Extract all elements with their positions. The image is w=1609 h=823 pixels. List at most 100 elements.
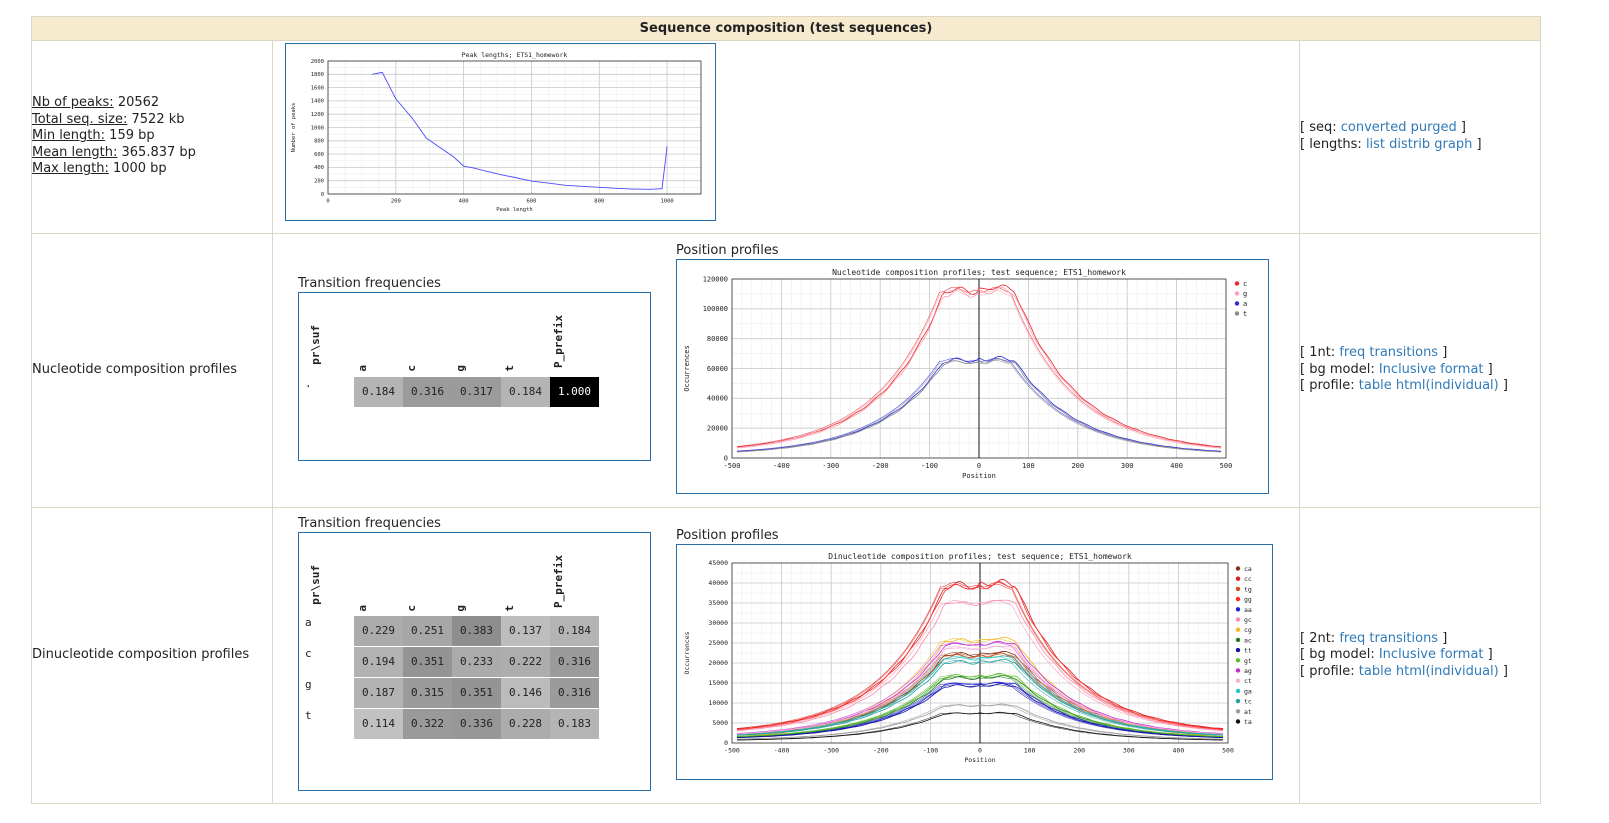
nt2-suffix: ] (1442, 630, 1448, 646)
transition-cell: 0.336 (452, 708, 501, 739)
x-axis-label: Position (964, 756, 995, 764)
series-gg-line (736, 580, 1224, 730)
table-link[interactable]: table (1358, 378, 1392, 394)
x-tick-label: 300 (1123, 746, 1135, 754)
y-axis-label: Occurrences (683, 345, 691, 391)
x-tick-label: 200 (1073, 746, 1085, 754)
x-tick-label: 500 (1222, 746, 1234, 754)
col-header-P_prefix: P_prefix (552, 314, 565, 368)
row-header-.: . (305, 376, 312, 390)
total-size-label[interactable]: Total seq. size: (32, 111, 128, 127)
transition-cell: 0.351 (452, 677, 501, 708)
transition-cell: 0.233 (452, 646, 501, 677)
html-individual-link-2[interactable]: html(individual) (1395, 663, 1499, 679)
legend-label-ta: ta (1244, 718, 1252, 726)
corner-header: pr\suf (309, 324, 322, 365)
legend-label-ca: ca (1244, 565, 1252, 573)
nb-peaks-label[interactable]: Nb of peaks: (32, 95, 114, 111)
transition-cell: 0.383 (452, 615, 501, 646)
y-tick-label: 25000 (708, 639, 728, 647)
inclusive-link-2[interactable]: Inclusive (1378, 647, 1436, 663)
transition-cell: 0.315 (403, 677, 452, 708)
y-tick-label: 10000 (708, 699, 728, 707)
converted-link[interactable]: converted (1340, 120, 1407, 136)
legend-marker-cg (1235, 627, 1241, 632)
profile-suffix: ] (1502, 378, 1508, 394)
bg-model-suffix: ] (1487, 361, 1493, 377)
format-link[interactable]: format (1440, 361, 1484, 377)
dinucleotide-profile-chart: -500 -400 -300 -200 -100 0 100 200 300 400 5000500… (683, 552, 1252, 764)
y-tick-label: 15000 (708, 679, 728, 687)
y-tick-label: 120000 (703, 275, 728, 283)
series-tc-line (736, 658, 1224, 736)
y-tick-label: 5000 (712, 719, 728, 727)
inclusive-link[interactable]: Inclusive (1378, 361, 1436, 377)
peak-stats: Nb of peaks: 20562 Total seq. size: 7522… (31, 39, 273, 234)
peak-length-plot-frame[interactable]: 0 200 400 600 800 1000 0 200 400 600 800 1000 1200 14… (285, 42, 716, 221)
y-tick-label: 400 (314, 165, 324, 171)
series-t-line (736, 358, 1222, 452)
nucleotide-profile-chart: -500 -400 -300 -200 -100 0 100 200 300 400 500 0 200… (683, 268, 1247, 480)
x-tick-label: 200 (391, 198, 401, 204)
nt1-prefix: [ 1nt: (1300, 345, 1336, 361)
series-ta-line-2 (736, 712, 1224, 740)
peak-length-chart: 0 200 400 600 800 1000 0 200 400 600 800 1000 1200 14… (291, 51, 702, 213)
distrib-link[interactable]: distrib (1389, 136, 1431, 152)
y-tick-label: 0 (321, 191, 324, 197)
legend-marker-c (1234, 280, 1240, 286)
nucleotide-cell: Transition frequencies pr\suf a c g t P_prefi… (272, 232, 1300, 508)
position-profiles-caption-2: Position profiles (676, 527, 779, 543)
legend-label-tc: tc (1244, 697, 1252, 705)
html-individual-link[interactable]: html(individual) (1395, 378, 1499, 394)
profile-suffix-2: ] (1502, 663, 1508, 679)
transition-cell: 0.228 (501, 708, 550, 739)
x-tick-label: 600 (526, 198, 536, 204)
legend-marker-g (1234, 290, 1240, 296)
transition-cell: 0.317 (452, 376, 501, 407)
y-tick-label: 20000 (708, 659, 728, 667)
min-length-value: 159 bp (109, 128, 155, 144)
peak-length-cell: 0 200 400 600 800 1000 0 200 400 600 800 1000 1200 14… (272, 39, 1300, 234)
x-tick-label: 100 (1022, 462, 1035, 470)
series-gg-line-2 (736, 583, 1224, 730)
transitions-link-2[interactable]: transitions (1369, 630, 1439, 646)
row-header-g: g (305, 677, 312, 691)
series-ct-line-2 (736, 645, 1224, 735)
y-tick-label: 45000 (708, 559, 728, 567)
transitions-link[interactable]: transitions (1369, 345, 1439, 361)
row-header-t: t (305, 708, 312, 722)
graph-link[interactable]: graph (1434, 136, 1473, 152)
y-tick-label: 40000 (708, 579, 728, 587)
x-tick-label: 500 (1220, 462, 1233, 470)
legend-label-gc: gc (1244, 616, 1252, 624)
y-axis-label: Occurrences (683, 631, 691, 674)
transition-cell: 0.229 (354, 615, 403, 646)
list-link[interactable]: list (1365, 136, 1386, 152)
transition-cell: 0.316 (550, 677, 599, 708)
max-length-label[interactable]: Max length: (32, 161, 109, 177)
freq-link[interactable]: freq (1339, 345, 1366, 361)
format-link-2[interactable]: format (1440, 647, 1484, 663)
dinucleotide-profile-frame[interactable]: -500 -400 -300 -200 -100 0 100 200 300 400 500 0 500… (676, 543, 1273, 780)
freq-link-2[interactable]: freq (1339, 630, 1366, 646)
mean-length-label[interactable]: Mean length: (32, 144, 118, 160)
series-at-line-2 (736, 704, 1224, 740)
x-tick-label: -400 (774, 746, 790, 754)
y-tick-label: 800 (314, 138, 324, 144)
nucleotide-profile-frame[interactable]: -500 -400 -300 -200 -100 0 100 200 300 400 500 0 200… (676, 258, 1269, 494)
x-tick-label: 0 (326, 198, 329, 204)
table-link-2[interactable]: table (1358, 663, 1392, 679)
nt1-suffix: ] (1442, 345, 1448, 361)
purged-link[interactable]: purged (1410, 120, 1457, 136)
legend-label-gt: gt (1244, 656, 1252, 664)
legend-label-ac: ac (1244, 636, 1252, 644)
y-tick-label: 20000 (707, 424, 728, 432)
series-tc-line-2 (736, 659, 1224, 736)
x-tick-label: 1000 (660, 198, 673, 204)
col-header-a: a (356, 364, 369, 372)
legend-label-a: a (1243, 300, 1247, 308)
x-tick-label: -300 (822, 462, 839, 470)
legend-label-tg: tg (1244, 585, 1252, 593)
y-tick-label: 1000 (311, 125, 324, 131)
min-length-label[interactable]: Min length: (32, 128, 106, 144)
